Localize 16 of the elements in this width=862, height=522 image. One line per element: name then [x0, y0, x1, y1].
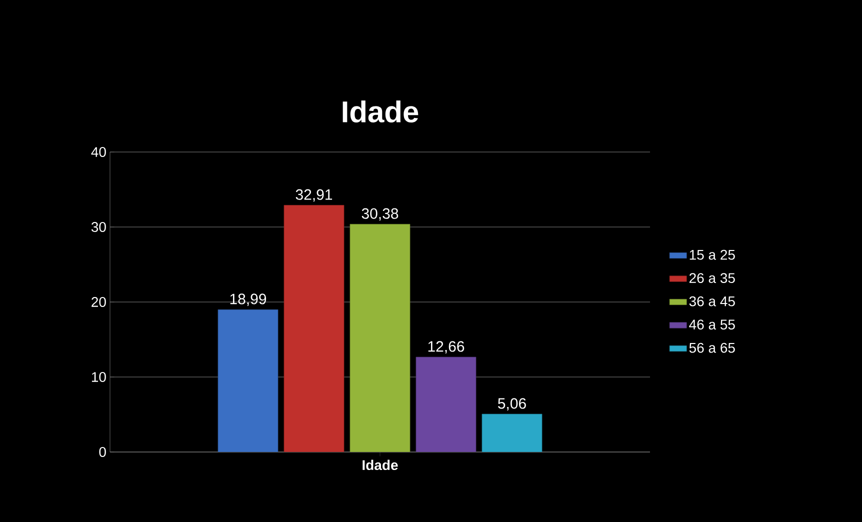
- y-tick-label: 0: [99, 447, 106, 457]
- data-label: 5,06: [498, 398, 526, 411]
- chart-title: Idade: [342, 100, 418, 123]
- legend-label: 36 a 45: [689, 296, 735, 306]
- data-label: 32,91: [296, 189, 332, 202]
- y-tick-label: 40: [91, 147, 106, 157]
- data-label: 12,66: [428, 341, 464, 354]
- legend-label: 56 a 65: [689, 342, 735, 353]
- y-tick-label: 30: [91, 222, 106, 232]
- data-label: 18,99: [230, 294, 266, 306]
- legend-label: 26 a 35: [689, 273, 735, 284]
- legend-label: 46 a 55: [689, 320, 735, 330]
- y-tick-label: 20: [92, 297, 106, 307]
- data-label: 30,38: [362, 208, 398, 221]
- y-tick-label: 10: [92, 372, 106, 382]
- legend-label: 15 a 25: [690, 250, 735, 260]
